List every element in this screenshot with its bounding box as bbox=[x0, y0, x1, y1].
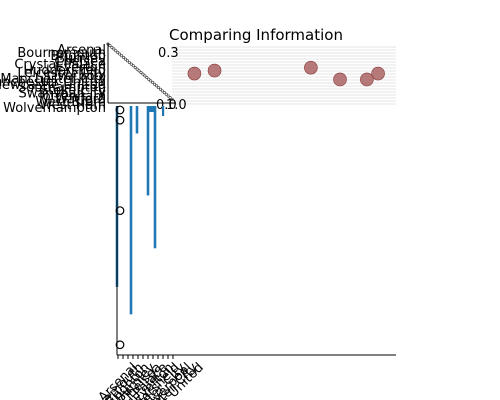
bar bbox=[147, 106, 156, 112]
inset-point bbox=[123, 57, 127, 61]
team-label: Leicester City bbox=[17, 66, 106, 81]
inset-point bbox=[116, 50, 120, 54]
team-label: Brighton bbox=[50, 49, 106, 64]
outlier-point bbox=[115, 115, 125, 125]
team-label: Southampton bbox=[18, 81, 106, 96]
inset-tick-bottom-0: 0.0 bbox=[156, 98, 177, 113]
inset-point bbox=[131, 64, 135, 68]
inset-point bbox=[139, 71, 143, 75]
team-label: Manchester United bbox=[0, 75, 106, 90]
scatter-point bbox=[304, 60, 318, 75]
team-label: Crystal Palace bbox=[14, 58, 106, 73]
scatter-point bbox=[187, 66, 202, 81]
inset-point bbox=[110, 45, 114, 49]
chart-title: Comparing Information bbox=[169, 26, 343, 44]
team-label: Wolverhampton bbox=[3, 101, 106, 116]
inset-point bbox=[147, 77, 151, 81]
inset-point bbox=[145, 76, 149, 80]
inset-point bbox=[127, 60, 131, 64]
outlier-point bbox=[115, 206, 125, 216]
scatter-panel bbox=[172, 46, 396, 105]
team-label: Newcastle United bbox=[0, 78, 106, 93]
bar bbox=[146, 106, 150, 196]
x-tick-labels: ArsenalBournemouthBrightonBurnleyChelsea… bbox=[74, 360, 207, 400]
scatter-point bbox=[333, 72, 347, 87]
inset-point bbox=[120, 54, 124, 58]
inset-point bbox=[164, 92, 168, 96]
bar-panel bbox=[115, 105, 396, 359]
inset-point bbox=[129, 62, 133, 66]
team-label: Liverpool bbox=[46, 69, 106, 84]
bar bbox=[129, 106, 133, 315]
team-label-list: ArsenalBournemouthBrightonBurnleyChelsea… bbox=[0, 43, 106, 116]
scatter-point bbox=[360, 72, 374, 87]
inset-point bbox=[112, 47, 116, 51]
team-label: West Ham bbox=[40, 98, 107, 113]
team-label: Huddersfield bbox=[23, 63, 106, 78]
team-label: Tottenham bbox=[36, 89, 106, 104]
inset-point bbox=[108, 44, 112, 48]
inset-point bbox=[166, 94, 170, 98]
inset-point bbox=[143, 74, 147, 78]
inset-point bbox=[135, 67, 139, 71]
team-label: Bournemouth bbox=[17, 46, 106, 61]
team-label: Arsenal bbox=[57, 43, 106, 58]
inset-point bbox=[170, 97, 174, 101]
team-label: Manchester City bbox=[0, 72, 106, 87]
bar bbox=[135, 106, 139, 134]
inset-point bbox=[118, 52, 122, 56]
inset-point bbox=[155, 84, 159, 88]
inset-point bbox=[114, 49, 118, 53]
outlier-point bbox=[115, 340, 125, 350]
inset-point bbox=[160, 89, 164, 93]
inset-point bbox=[151, 81, 155, 85]
inset-point bbox=[122, 55, 126, 59]
inset-point bbox=[133, 65, 137, 69]
outlier-point bbox=[115, 105, 125, 115]
inset-point bbox=[141, 72, 145, 76]
inset-point bbox=[137, 69, 141, 73]
inset-panel: 0.3 0.0 1.0 bbox=[106, 42, 187, 113]
team-label: Swansea City bbox=[19, 87, 107, 102]
team-label: Stoke City bbox=[40, 84, 106, 99]
team-label: Chelsea bbox=[54, 55, 106, 70]
inset-tick-bottom-1: 1.0 bbox=[166, 98, 187, 113]
scatter-point bbox=[371, 66, 385, 81]
team-label: Burnley bbox=[56, 52, 106, 67]
bar bbox=[153, 106, 157, 249]
inset-point bbox=[149, 79, 153, 83]
bar bbox=[162, 106, 165, 116]
inset-point bbox=[162, 91, 166, 95]
inset-point bbox=[158, 87, 162, 91]
inset-point bbox=[153, 82, 157, 86]
team-label: Everton bbox=[55, 60, 106, 75]
team-label: Watford bbox=[55, 92, 106, 107]
inset-tick-top: 0.3 bbox=[158, 46, 179, 61]
scatter-point bbox=[207, 63, 222, 78]
inset-point bbox=[156, 86, 160, 90]
inset-point bbox=[168, 96, 172, 100]
inset-point bbox=[125, 59, 129, 63]
team-label: West Brom bbox=[35, 95, 106, 110]
